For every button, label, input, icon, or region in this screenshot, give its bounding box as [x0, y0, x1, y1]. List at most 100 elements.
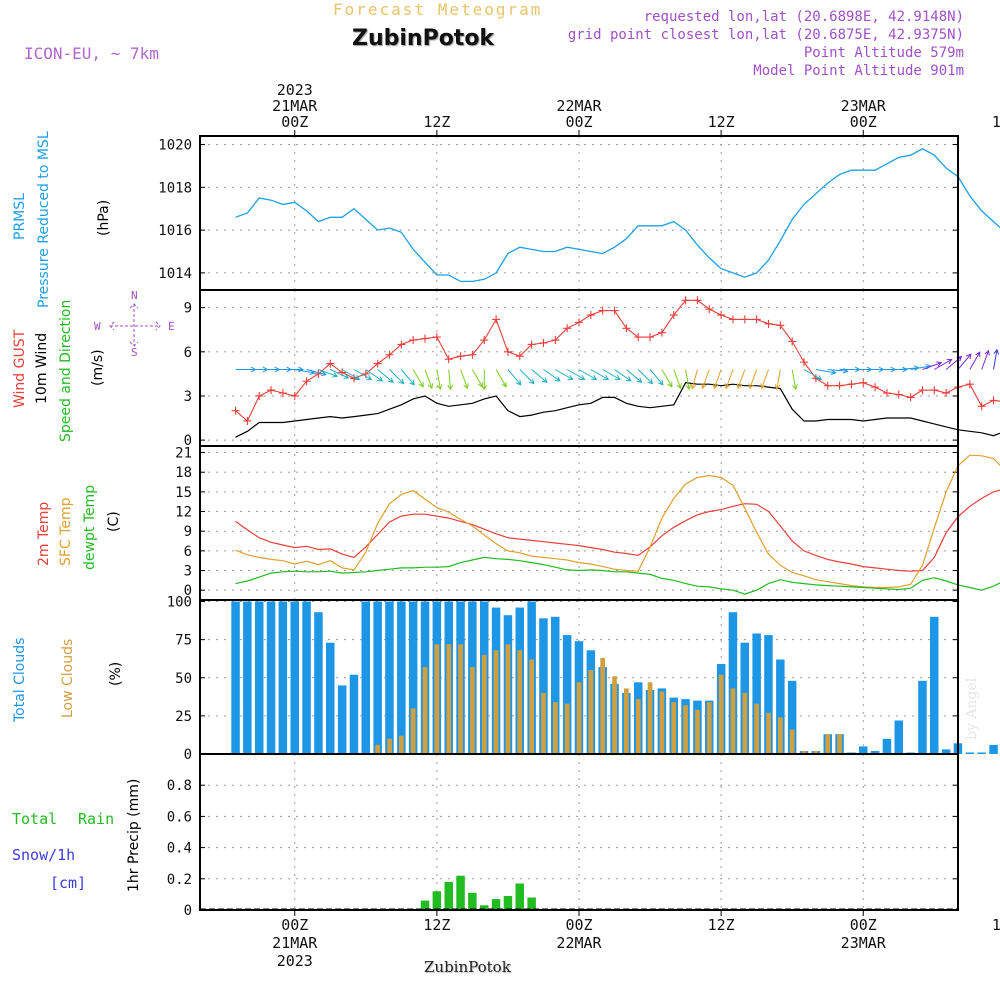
wind-direction-arrow [318, 369, 339, 378]
total-cloud-bar [302, 601, 311, 754]
station-title: ZubinPotok [352, 26, 495, 51]
compass-w-label: W [94, 320, 101, 333]
total-cloud-bar [787, 680, 797, 754]
y-tick-label: 1020 [158, 138, 192, 154]
total-cloud-bar [977, 752, 986, 754]
wind-direction-arrow [389, 369, 405, 385]
total-cloud-bar [776, 659, 785, 754]
y-tick-label: 1014 [158, 266, 192, 282]
low-cloud-bar [695, 709, 700, 754]
wind-direction-arrow [969, 351, 981, 370]
y-tick-label: 18 [175, 465, 192, 481]
bottom-time-label: 00Z [850, 916, 877, 934]
top-time-label: 12Z [423, 113, 450, 131]
top-time-label: 23MAR [841, 97, 887, 115]
y-tick-label: 6 [184, 345, 192, 361]
gust-marker [503, 347, 512, 356]
total-cloud-bar [965, 752, 975, 754]
gust-marker [823, 381, 832, 390]
rain-bar [432, 891, 442, 910]
y-tick-label: 3 [184, 564, 192, 580]
wind-direction-arrow [566, 369, 586, 381]
low-cloud-bar [778, 717, 783, 754]
low-cloud-bar [375, 744, 380, 754]
pressure-label-prmsl: PRMSL [12, 193, 28, 240]
compass-rose-icon [109, 303, 161, 347]
y-tick-label: 12 [175, 505, 192, 521]
gust-marker [918, 386, 927, 395]
total-cloud-bar [349, 674, 359, 754]
wind-direction-arrow [590, 369, 610, 381]
bottom-time-label: 12Z [708, 916, 735, 934]
gust-marker [788, 337, 797, 346]
pressure-unit: (hPa) [96, 200, 112, 236]
gust-marker [942, 389, 951, 398]
wind-direction-arrow [736, 369, 746, 390]
gust-marker [586, 311, 595, 320]
precip-rain-label: Rain [78, 810, 114, 828]
low-cloud-bar [659, 691, 665, 754]
grid-point-coordinates: grid point closest lon,lat (20.6875E, 42… [567, 27, 964, 43]
wind-direction-arrow [531, 369, 548, 383]
total-cloud-bar [326, 642, 335, 754]
low-cloud-bar [588, 670, 594, 754]
wind-direction-arrow [282, 366, 304, 373]
low-cloud-bar [458, 644, 463, 754]
gust-marker [551, 336, 560, 345]
low-cloud-bar [789, 729, 795, 754]
top-time-label: 00Z [850, 113, 877, 131]
total-cloud-bar [941, 749, 951, 754]
wind-direction-arrow [993, 348, 1000, 370]
wind-direction-arrow [661, 369, 673, 388]
gust-marker [634, 333, 643, 342]
model-name: ICON-EU, ~ 7km [24, 44, 159, 63]
gust-marker [989, 396, 998, 405]
wind-direction-arrow [602, 369, 621, 381]
gust-marker [255, 391, 264, 400]
gust-marker [515, 352, 524, 361]
total-cloud-bar [551, 616, 560, 754]
wind-direction-arrow [400, 369, 415, 386]
y-tick-label: 25 [175, 709, 192, 725]
wind-direction-arrow [555, 369, 574, 381]
y-tick-label: 15 [175, 485, 192, 501]
wind-direction-arrow [649, 369, 664, 386]
gust-marker [657, 328, 666, 337]
y-tick-label: 9 [184, 301, 192, 317]
gust-marker [835, 381, 844, 390]
wind-direction-arrow [481, 369, 488, 391]
wind-direction-arrow [815, 369, 837, 375]
wind-direction-arrow [578, 369, 598, 381]
gust-marker [267, 386, 276, 395]
gust-marker [752, 315, 761, 324]
y-tick-label: 50 [175, 671, 192, 687]
low-cloud-bar [718, 674, 724, 754]
total-cloud-bar [385, 601, 394, 754]
panel-frame [199, 289, 959, 447]
low-cloud-bar [825, 734, 831, 754]
total-cloud-bar [539, 618, 548, 754]
bottom-time-label: 00Z [565, 916, 592, 934]
wind-direction-arrow [495, 369, 507, 388]
temp-sfc-label: SFC Temp [58, 497, 74, 566]
y-tick-label: 0 [184, 747, 192, 763]
wind-direction-arrow [543, 369, 561, 382]
low-cloud-bar [600, 657, 605, 754]
panel-wind: 0 3 6 9 Wind GUST 10m Wind Speed and Direction… [12, 289, 1000, 449]
gust-marker [977, 402, 986, 411]
wind-direction-arrow [637, 369, 654, 385]
wind-direction-arrow [294, 369, 316, 375]
total-cloud-bar [255, 601, 264, 754]
wind-direction-arrow [471, 369, 483, 388]
wind-direction-arrow [803, 369, 823, 381]
rain-bar [420, 900, 430, 910]
top-time-label: 00Z [565, 113, 592, 131]
low-cloud-bar [766, 712, 771, 754]
pressure-label-msl: Pressure Reduced to MSL [36, 131, 52, 308]
gust-marker [764, 319, 773, 328]
low-cloud-bar [742, 693, 748, 754]
low-cloud-bar [671, 702, 677, 754]
total-cloud-bar [397, 601, 406, 754]
wind-direction-arrow [377, 369, 394, 383]
wind-direction-arrow [330, 369, 350, 379]
